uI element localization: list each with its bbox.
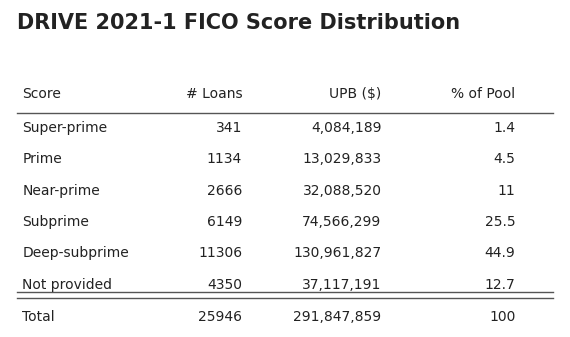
Text: 11: 11 (498, 184, 515, 198)
Text: Prime: Prime (22, 152, 62, 166)
Text: DRIVE 2021-1 FICO Score Distribution: DRIVE 2021-1 FICO Score Distribution (17, 13, 460, 33)
Text: 291,847,859: 291,847,859 (294, 310, 381, 324)
Text: 2666: 2666 (207, 184, 242, 198)
Text: UPB ($): UPB ($) (329, 87, 381, 101)
Text: 6149: 6149 (207, 215, 242, 229)
Text: 4.5: 4.5 (494, 152, 515, 166)
Text: 13,029,833: 13,029,833 (302, 152, 381, 166)
Text: 25946: 25946 (198, 310, 242, 324)
Text: Total: Total (22, 310, 55, 324)
Text: Deep-subprime: Deep-subprime (22, 246, 129, 261)
Text: % of Pool: % of Pool (451, 87, 515, 101)
Text: 37,117,191: 37,117,191 (302, 278, 381, 292)
Text: 130,961,827: 130,961,827 (294, 246, 381, 261)
Text: 12.7: 12.7 (484, 278, 515, 292)
Text: 74,566,299: 74,566,299 (302, 215, 381, 229)
Text: 44.9: 44.9 (484, 246, 515, 261)
Text: 341: 341 (216, 121, 242, 135)
Text: Not provided: Not provided (22, 278, 112, 292)
Text: 4350: 4350 (207, 278, 242, 292)
Text: 25.5: 25.5 (484, 215, 515, 229)
Text: 32,088,520: 32,088,520 (303, 184, 381, 198)
Text: # Loans: # Loans (185, 87, 242, 101)
Text: 100: 100 (489, 310, 515, 324)
Text: Subprime: Subprime (22, 215, 89, 229)
Text: 1134: 1134 (207, 152, 242, 166)
Text: Near-prime: Near-prime (22, 184, 100, 198)
Text: 4,084,189: 4,084,189 (311, 121, 381, 135)
Text: Super-prime: Super-prime (22, 121, 108, 135)
Text: 11306: 11306 (198, 246, 242, 261)
Text: Score: Score (22, 87, 62, 101)
Text: 1.4: 1.4 (494, 121, 515, 135)
